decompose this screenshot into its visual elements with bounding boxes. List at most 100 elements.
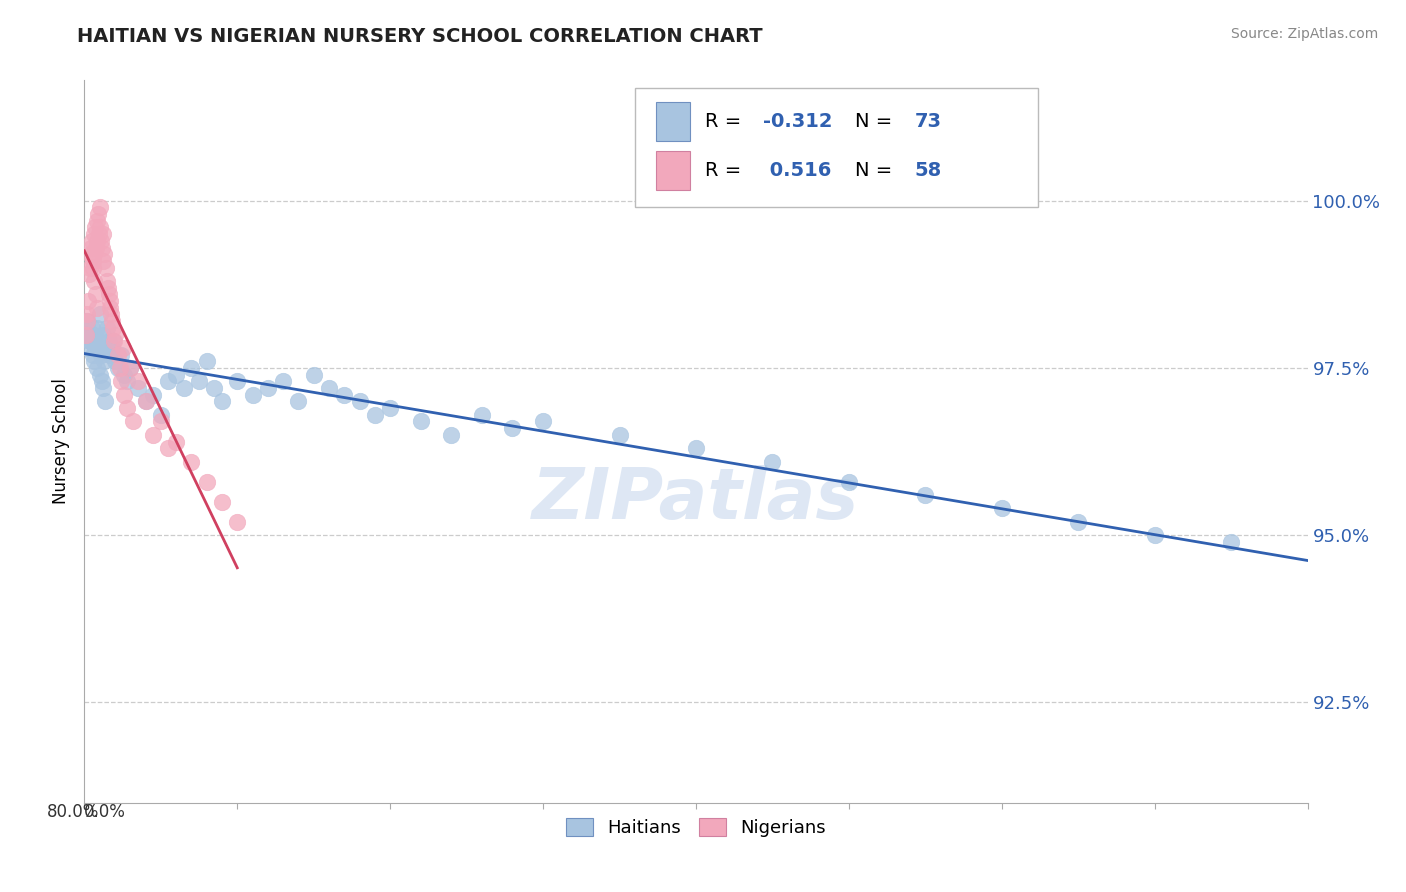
Point <box>89 220 111 235</box>
Point <box>83 227 105 241</box>
Text: R =: R = <box>704 112 747 131</box>
Point <box>685 441 707 455</box>
FancyBboxPatch shape <box>636 87 1039 207</box>
Point <box>202 381 225 395</box>
Point <box>120 360 142 375</box>
Point <box>471 408 494 422</box>
Point <box>502 421 524 435</box>
Point <box>76 314 98 328</box>
Point <box>93 247 115 261</box>
Point <box>87 207 110 221</box>
Point <box>122 414 145 428</box>
Point <box>112 387 135 401</box>
Point <box>257 381 280 395</box>
Point <box>103 334 125 348</box>
Point <box>111 341 134 355</box>
Point <box>1143 528 1166 542</box>
Point <box>127 381 149 395</box>
Point <box>83 327 105 342</box>
Text: N =: N = <box>855 112 898 131</box>
Point <box>135 394 157 409</box>
Point <box>82 347 104 361</box>
Point <box>79 334 101 348</box>
Point <box>333 387 356 401</box>
Point <box>135 394 157 409</box>
Point <box>108 360 131 375</box>
Point <box>914 488 936 502</box>
Point <box>98 347 121 361</box>
Point <box>89 200 111 214</box>
Point <box>76 321 98 335</box>
Point <box>93 253 115 268</box>
Point <box>142 387 165 401</box>
Point <box>94 394 117 409</box>
Text: N =: N = <box>855 161 898 180</box>
Point <box>101 321 124 335</box>
Point <box>91 240 114 254</box>
Point <box>84 240 107 254</box>
Point <box>84 341 107 355</box>
Point <box>115 374 138 388</box>
Point <box>86 360 108 375</box>
Point <box>107 347 129 361</box>
Point <box>89 308 111 322</box>
Point <box>104 327 127 342</box>
Point <box>79 334 101 348</box>
Legend: Haitians, Nigerians: Haitians, Nigerians <box>558 811 834 845</box>
Point <box>94 260 117 275</box>
Point <box>80 327 103 342</box>
Point <box>80 234 103 248</box>
Point <box>226 374 249 388</box>
Bar <box>655 151 690 191</box>
Point <box>211 394 233 409</box>
Point <box>98 301 121 315</box>
Text: HAITIAN VS NIGERIAN NURSERY SCHOOL CORRELATION CHART: HAITIAN VS NIGERIAN NURSERY SCHOOL CORRE… <box>77 27 763 45</box>
Point <box>98 293 121 308</box>
Y-axis label: Nursery School: Nursery School <box>52 378 70 505</box>
Point <box>80 240 103 254</box>
Point <box>271 374 294 388</box>
Point <box>84 220 107 235</box>
Point <box>97 280 120 294</box>
Point <box>97 287 120 301</box>
Point <box>149 414 172 428</box>
Point <box>180 360 202 375</box>
Point <box>110 374 132 388</box>
Point <box>991 501 1014 516</box>
Point <box>84 287 107 301</box>
Text: 0.0%: 0.0% <box>84 803 127 821</box>
Point <box>90 234 112 248</box>
Point <box>364 408 387 422</box>
Text: 80.0%: 80.0% <box>48 803 100 821</box>
Point <box>93 381 115 395</box>
Point <box>82 260 104 275</box>
Point <box>90 347 112 361</box>
Point <box>409 414 432 428</box>
Point <box>84 341 107 355</box>
Point <box>112 368 135 382</box>
Point <box>440 427 463 442</box>
Point <box>142 427 165 442</box>
Point <box>91 327 114 342</box>
Point <box>110 347 132 361</box>
Point <box>349 394 371 409</box>
Point <box>157 374 180 388</box>
Text: Source: ZipAtlas.com: Source: ZipAtlas.com <box>1230 27 1378 41</box>
Point <box>302 368 325 382</box>
Point <box>83 274 105 288</box>
Point <box>77 293 100 308</box>
Point <box>195 475 218 489</box>
Point <box>188 374 211 388</box>
Point <box>83 354 105 368</box>
Point <box>120 360 142 375</box>
Point <box>94 341 117 355</box>
Text: 73: 73 <box>915 112 942 131</box>
Point <box>76 314 98 328</box>
Point <box>104 354 127 368</box>
Point <box>80 321 103 335</box>
Point <box>87 227 110 241</box>
Point <box>82 253 104 268</box>
Point <box>165 434 187 449</box>
Point <box>149 408 172 422</box>
Point <box>77 267 100 281</box>
